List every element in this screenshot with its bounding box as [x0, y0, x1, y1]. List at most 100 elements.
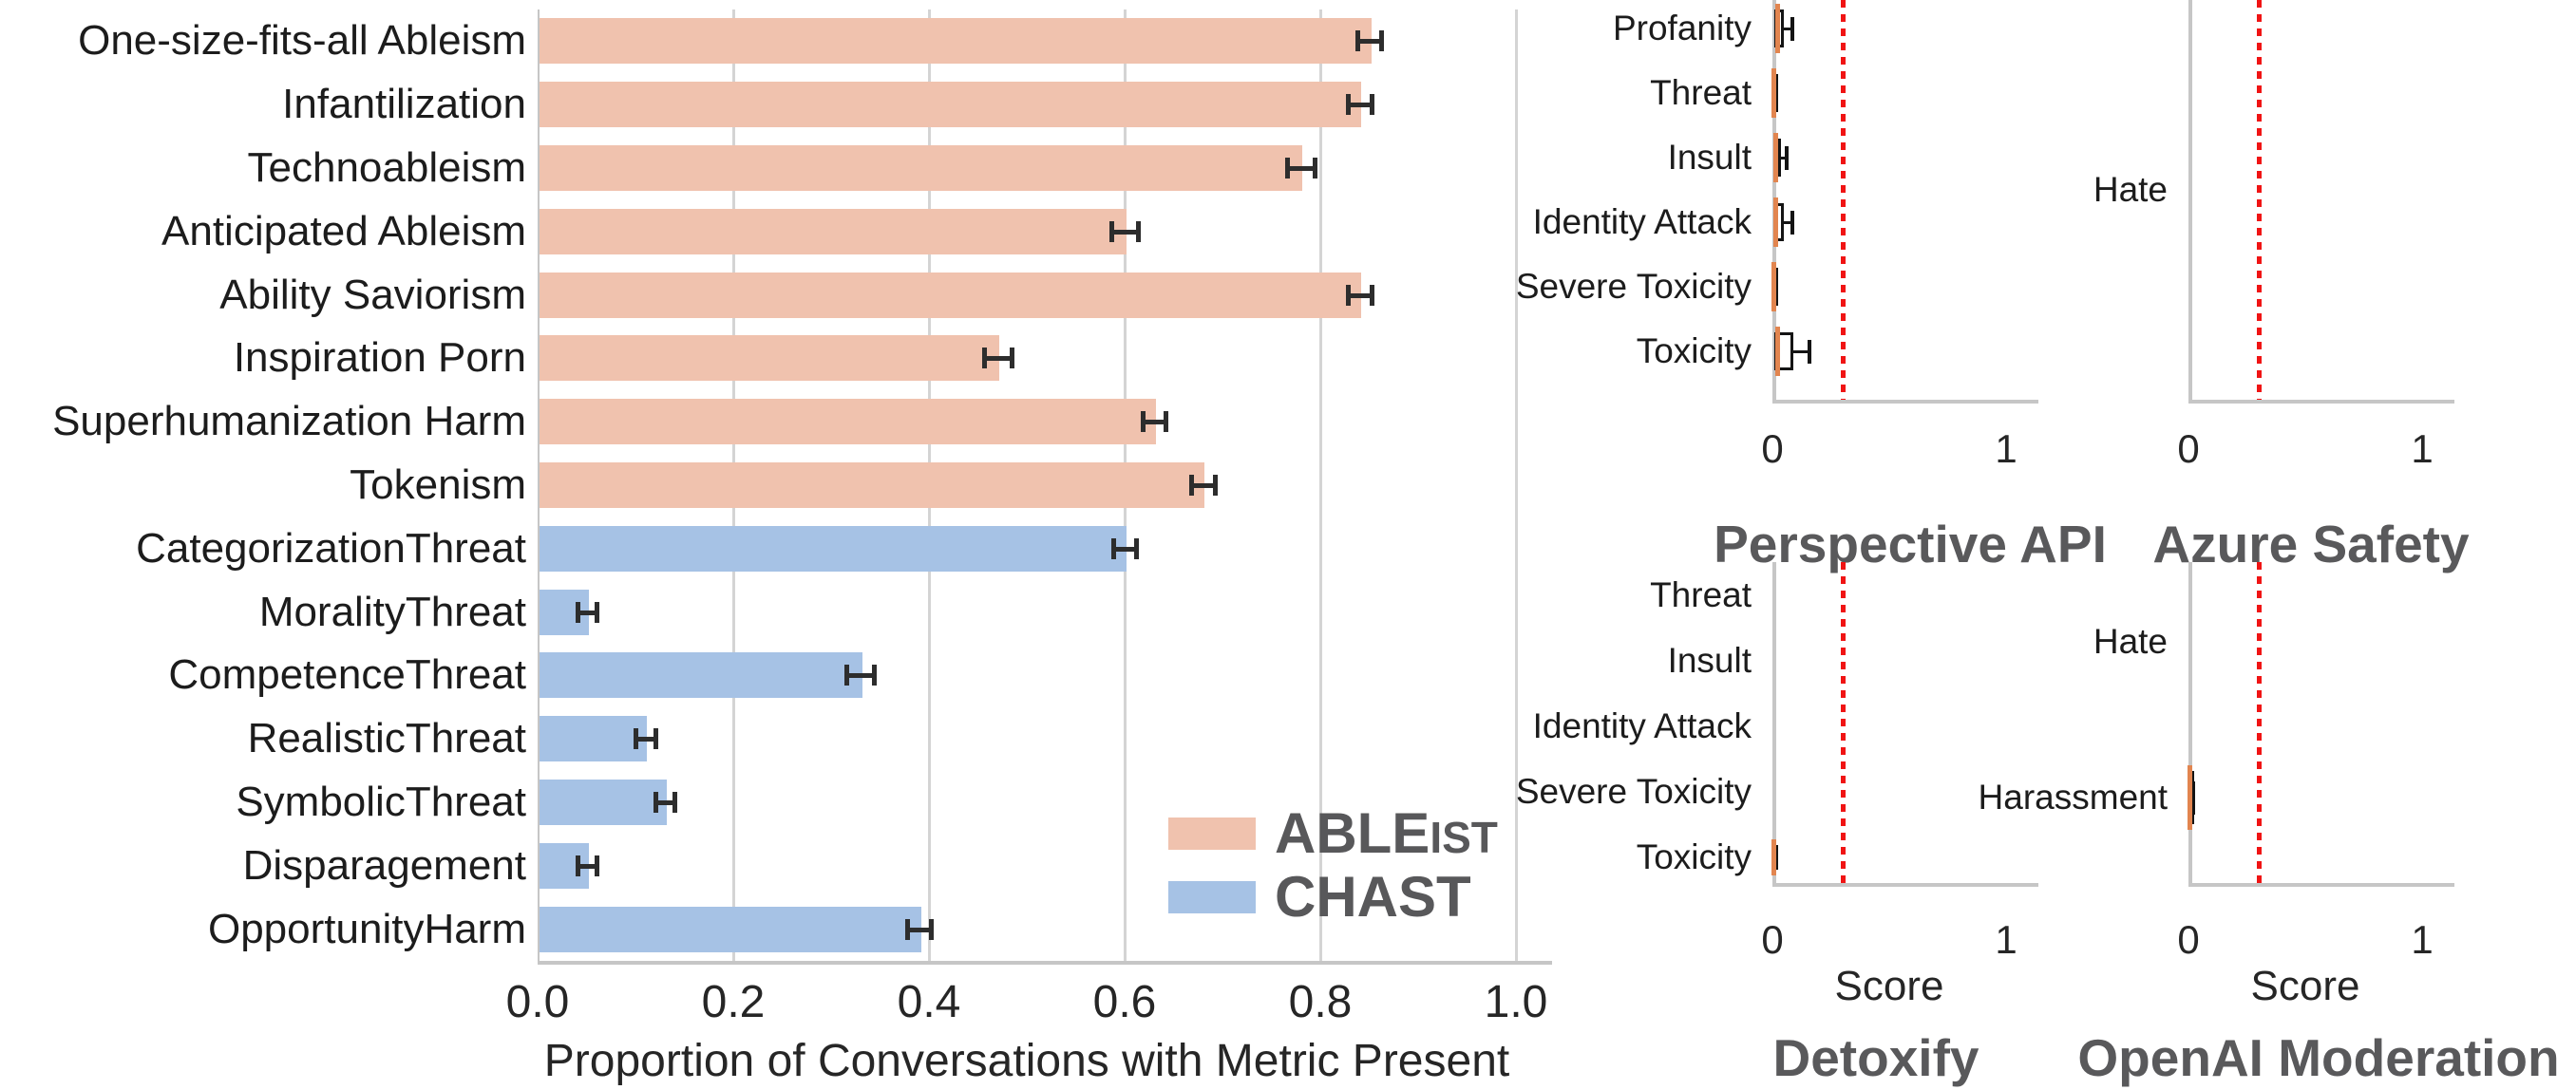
x-tick-label: 1 — [1995, 426, 2017, 471]
bar-label: Ability Saviorism — [219, 271, 526, 318]
x-tick-label: 1 — [1995, 917, 2017, 962]
error-bar-cap — [1136, 220, 1142, 242]
whisker-cap — [1790, 16, 1795, 41]
legend-swatch — [1168, 881, 1256, 913]
error-bar-cap — [1312, 158, 1317, 179]
error-bar-cap — [981, 348, 987, 369]
legend-label-suffix: IST — [1430, 813, 1498, 862]
subplot-title: OpenAI Moderation — [2077, 1028, 2560, 1087]
main-bar-chart: One-size-fits-all Ableism Infantilization… — [52, 9, 1552, 1084]
median-line — [1771, 262, 1776, 311]
error-bar-cap — [653, 728, 658, 750]
error-bar — [1357, 39, 1381, 45]
threshold-line — [2256, 562, 2262, 883]
error-bar — [846, 673, 875, 679]
error-bar-cap — [929, 918, 935, 940]
whisker — [1793, 350, 1809, 353]
bar — [540, 18, 1372, 65]
subplot-title: Perspective API — [1714, 515, 2107, 573]
bar-label: RealisticThreat — [247, 715, 526, 762]
bar-label: Tokenism — [350, 461, 526, 508]
x-axis-spine — [538, 961, 1552, 965]
x-tick-label: 0.8 — [1288, 977, 1353, 1027]
y-axis-spine — [2188, 562, 2192, 883]
subplot-title: Azure Safety — [2152, 515, 2470, 573]
legend-label: ABLEIST — [1275, 805, 1498, 862]
error-bar-cap — [844, 665, 850, 686]
boxplot-row-label: Insult — [1667, 641, 1752, 680]
bar-label: Anticipated Ableism — [161, 207, 526, 254]
error-bar-cap — [1212, 475, 1218, 496]
bar-label: OpportunityHarm — [207, 905, 526, 952]
bar — [540, 399, 1156, 445]
gridline — [1319, 9, 1322, 961]
boxplot-row-label: Harassment — [1978, 778, 2168, 817]
error-bar — [654, 800, 675, 805]
boxplot-row-label: Identity Attack — [1532, 706, 1752, 745]
whisker-cap — [1808, 339, 1812, 364]
boxplot-row-label: Severe Toxicity — [1515, 267, 1752, 306]
x-axis-spine — [2188, 400, 2454, 404]
boxplot-row-label: Identity Attack — [1532, 202, 1752, 241]
error-bar-cap — [1110, 537, 1116, 559]
x-tick-label: 0.2 — [701, 977, 766, 1027]
error-bar-cap — [905, 918, 911, 940]
error-bar — [907, 927, 932, 932]
median-line — [2187, 765, 2192, 830]
error-bar — [1191, 483, 1215, 488]
error-bar-cap — [1378, 30, 1384, 52]
legend-label: CHAST — [1275, 869, 1471, 926]
boxplot-row-label: Threat — [1650, 73, 1752, 112]
boxplot-row-label: Hate — [2093, 170, 2168, 209]
error-bar-cap — [672, 792, 678, 813]
x-tick-label: 0 — [2177, 917, 2200, 962]
error-bar — [635, 737, 655, 742]
whisker-cap — [1790, 210, 1794, 235]
bar-label: CompetenceThreat — [168, 651, 526, 699]
x-tick-label: 0.6 — [1092, 977, 1157, 1027]
whisker — [1780, 157, 1786, 160]
x-tick-label: 0.0 — [505, 977, 570, 1027]
error-bar-cap — [1108, 220, 1114, 242]
x-tick-label: 0.4 — [897, 977, 961, 1027]
boxplot-row-label: Threat — [1650, 575, 1752, 614]
error-bar-cap — [872, 665, 878, 686]
error-bar — [1142, 420, 1166, 425]
bar-label: CategorizationThreat — [136, 524, 526, 572]
whisker-cap — [1784, 145, 1789, 170]
bar — [540, 208, 1127, 254]
error-bar — [983, 356, 1012, 362]
boxplot-row-label: Toxicity — [1636, 331, 1752, 370]
bar-label: Technoableism — [247, 144, 527, 191]
whisker — [1784, 221, 1791, 224]
x-tick-label: 1.0 — [1484, 977, 1548, 1027]
boxplot-row-label: Severe Toxicity — [1515, 772, 1752, 811]
bar — [540, 716, 648, 762]
bar-label: One-size-fits-all Ableism — [78, 17, 526, 65]
boxplot-row-label: Profanity — [1612, 9, 1752, 47]
x-tick-label: 1 — [2411, 426, 2434, 471]
x-tick-label: 0 — [1761, 917, 1784, 962]
legend-entry-chast: CHAST — [1168, 869, 1471, 926]
x-tick-label: 0 — [1761, 426, 1784, 471]
bar-label: Inspiration Porn — [233, 334, 526, 382]
median-line — [1772, 197, 1778, 247]
error-bar — [577, 610, 597, 615]
bar — [540, 272, 1362, 318]
error-bar-cap — [1140, 411, 1146, 433]
bar — [540, 145, 1303, 191]
error-bar-cap — [1345, 284, 1351, 306]
bar-label: Infantilization — [282, 81, 526, 128]
error-bar-cap — [653, 792, 658, 813]
error-bar — [577, 863, 597, 869]
x-tick-label: 1 — [2411, 917, 2434, 962]
legend-swatch — [1168, 818, 1256, 850]
error-bar-cap — [1369, 284, 1374, 306]
error-bar — [1112, 546, 1137, 552]
threshold-line — [2256, 0, 2262, 400]
bar — [540, 335, 1000, 382]
threshold-line — [1840, 0, 1846, 400]
error-bar-cap — [575, 855, 580, 876]
median-line — [1771, 68, 1777, 118]
threshold-line — [1840, 562, 1846, 883]
